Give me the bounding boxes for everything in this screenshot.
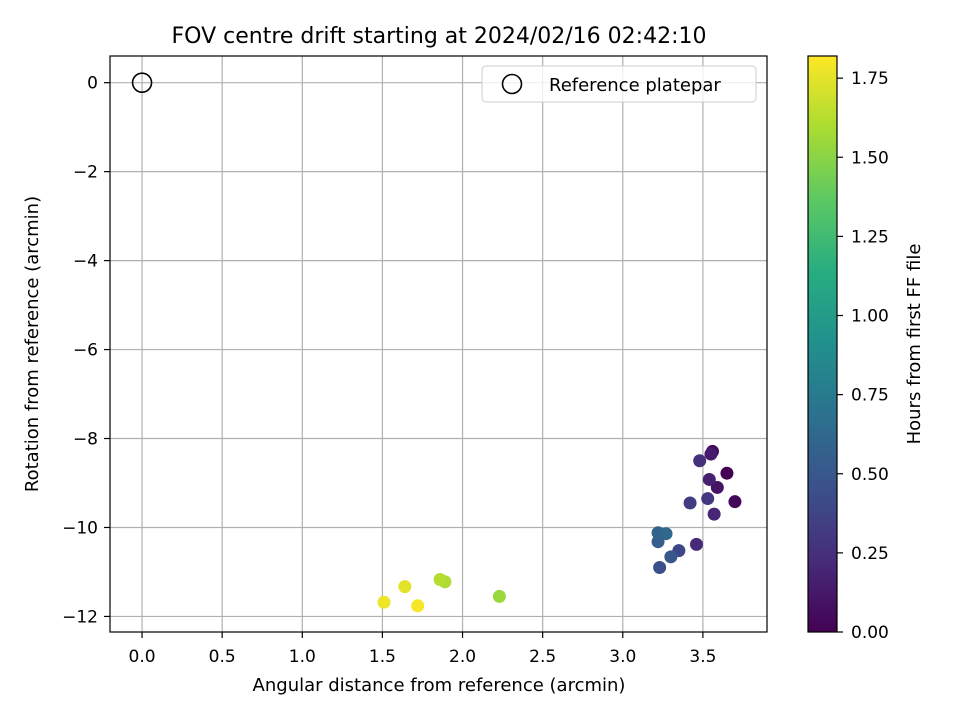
colorbar-frame xyxy=(807,55,838,633)
data-point xyxy=(411,599,425,613)
colorbar-tick-label: 0.25 xyxy=(851,544,889,564)
x-tick-label: 1.0 xyxy=(289,647,316,667)
reference-platepar-marker xyxy=(131,72,153,93)
x-tick-label: 0.5 xyxy=(209,647,236,667)
data-point xyxy=(701,492,715,506)
data-point xyxy=(720,466,734,480)
chart-title: FOV centre drift starting at 2024/02/16 … xyxy=(172,24,707,49)
colorbar-ticks: 0.00 0.25 0.50 0.75 1.00 1.25 1.50 1.75 xyxy=(837,69,889,643)
y-axis-label: Rotation from reference (arcmin) xyxy=(22,196,43,492)
y-tick-label: −8 xyxy=(73,430,98,450)
data-point xyxy=(433,573,447,587)
y-tick-label: −12 xyxy=(62,607,98,627)
legend-reference-label: Reference platepar xyxy=(549,75,721,96)
colorbar-gradient xyxy=(808,56,837,632)
x-tick-label: 2.0 xyxy=(449,647,476,667)
data-point xyxy=(689,537,703,551)
y-tick-label: −2 xyxy=(73,163,98,183)
data-point xyxy=(707,507,721,521)
data-points xyxy=(131,72,742,613)
colorbar-tick-label: 0.00 xyxy=(851,623,889,643)
colorbar: 0.00 0.25 0.50 0.75 1.00 1.25 1.50 1.75 Hours f… xyxy=(807,55,925,643)
data-point xyxy=(659,527,673,541)
colorbar-label: Hours from first FF file xyxy=(904,244,925,445)
x-tick-label: 2.5 xyxy=(529,647,556,667)
colorbar-tick-label: 1.50 xyxy=(851,148,889,168)
x-tick-label: 3.0 xyxy=(609,647,636,667)
colorbar-tick-label: 0.75 xyxy=(851,386,889,406)
data-point xyxy=(710,480,724,494)
grid xyxy=(110,56,767,632)
plot-frame xyxy=(109,55,768,633)
data-point xyxy=(704,447,718,461)
y-tick-label: −10 xyxy=(62,518,98,538)
data-point xyxy=(693,454,707,468)
x-tick-label: 3.5 xyxy=(689,647,716,667)
data-point xyxy=(683,496,697,510)
y-tick-label: −4 xyxy=(73,252,98,272)
x-axis-label: Angular distance from reference (arcmin) xyxy=(253,675,626,696)
data-point xyxy=(664,550,678,564)
colorbar-tick-label: 1.25 xyxy=(851,227,889,247)
x-tick-label: 1.5 xyxy=(369,647,396,667)
data-point xyxy=(728,495,742,509)
data-point xyxy=(492,589,506,603)
x-tick-label: 0.0 xyxy=(129,647,156,667)
y-axis-ticks: 0 −2 −4 −6 −8 −10 −12 xyxy=(62,74,110,627)
legend: Reference platepar xyxy=(481,65,757,103)
data-point xyxy=(651,535,665,549)
colorbar-tick-label: 0.50 xyxy=(851,465,889,485)
legend-reference-marker-icon xyxy=(501,73,523,95)
data-point xyxy=(398,580,412,594)
data-point xyxy=(377,595,391,609)
legend-frame xyxy=(481,65,757,103)
x-axis-ticks: 0.0 0.5 1.0 1.5 2.0 2.5 3.0 3.5 xyxy=(129,632,716,667)
data-point xyxy=(702,472,716,486)
data-point xyxy=(653,561,667,575)
colorbar-tick-label: 1.00 xyxy=(851,307,889,327)
colorbar-tick-label: 1.75 xyxy=(851,69,889,89)
y-tick-label: −6 xyxy=(73,341,98,361)
y-tick-label: 0 xyxy=(87,74,98,94)
